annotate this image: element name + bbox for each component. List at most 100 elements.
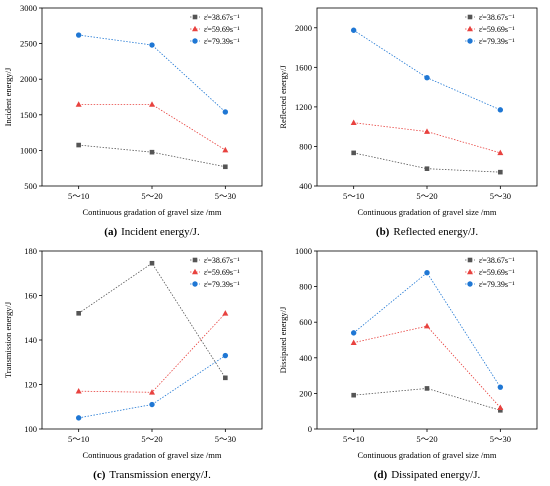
series-strain-rate-38 [351,150,503,175]
series-line-strain-rate-79 [78,34,226,113]
legend-marker-strain-rate-59 [192,25,198,32]
legend-marker-strain-rate-59 [467,25,473,32]
data-point-strain-rate-38 [223,375,228,381]
legend-marker-strain-rate-59 [467,268,473,275]
x-tick-label: 5～30 [215,434,236,444]
y-tick-label: 100 [24,424,37,434]
series-strain-rate-38 [76,260,228,381]
y-axis-title: Incident energy/J [3,67,13,126]
x-tick-label: 5～30 [490,434,511,444]
panel-caption: (b) Reflected energy/J. [376,226,478,238]
data-point-strain-rate-79 [497,384,504,390]
panel-incident-energy: 500 1000 1500 2000 2500 3000 5～10 5～20 5～30 Conti… [0,0,275,243]
y-tick-label: 1200 [295,102,312,112]
series-line-strain-rate-59 [353,325,501,408]
legend-marker-strain-rate-79 [467,281,473,287]
legend-label-strain-rate-59: ε̇=59.69s⁻¹ [204,268,240,277]
legend-marker-strain-rate-79 [467,38,473,44]
data-point-strain-rate-79 [222,352,229,359]
x-tick-label: 5～20 [141,191,162,201]
series-strain-rate-38 [76,142,228,170]
y-tick-label: 1000 [20,145,37,155]
series-line-strain-rate-59 [78,313,226,393]
data-point-strain-rate-59 [497,149,504,156]
data-point-strain-rate-59 [222,146,229,153]
series-line-strain-rate-79 [353,272,501,388]
y-tick-label: 120 [24,380,37,390]
y-axis-title: Reflected energy/J [278,65,288,129]
x-tick-label: 5～20 [141,434,162,444]
legend: ε̇=38.67s⁻¹ ε̇=59.69s⁻¹ ε̇=79.39s⁻¹ [190,256,240,289]
legend-label-strain-rate-79: ε̇=79.39s⁻¹ [204,280,240,289]
legend-label-strain-rate-59: ε̇=59.69s⁻¹ [479,268,515,277]
x-tick-label: 5～20 [416,434,437,444]
data-point-strain-rate-59 [75,387,82,394]
caption-id: (d) [374,469,388,481]
y-tick-label: 2500 [20,39,37,49]
legend-label-strain-rate-38: ε̇=38.67s⁻¹ [479,13,515,22]
series-line-strain-rate-38 [78,144,226,168]
data-point-strain-rate-59 [350,339,357,345]
legend-label-strain-rate-59: ε̇=59.69s⁻¹ [479,25,515,34]
legend-marker-strain-rate-38 [192,14,198,20]
data-point-strain-rate-38 [498,169,503,175]
y-tick-label: 800 [299,141,312,151]
series-line-strain-rate-79 [78,355,226,419]
data-point-strain-rate-38 [351,392,356,398]
plot-frame [41,7,263,187]
data-point-strain-rate-59 [350,119,357,126]
y-tick-label: 600 [299,317,312,327]
series-line-strain-rate-38 [353,388,501,411]
y-tick-label: 1600 [295,62,312,72]
legend-marker-strain-rate-79 [192,38,198,44]
legend-marker-strain-rate-38 [467,14,473,20]
data-point-strain-rate-79 [75,32,82,38]
plot-frame [316,250,538,430]
x-tick-label: 5～10 [68,434,89,444]
legend-label-strain-rate-79: ε̇=79.39s⁻¹ [479,37,515,46]
plot-frame [316,7,538,187]
caption-text: Dissipated energy/J. [391,469,480,481]
x-tick-label: 5～10 [343,434,364,444]
caption-id: (b) [376,226,390,238]
data-point-strain-rate-59 [424,322,430,329]
legend-label-strain-rate-79: ε̇=79.39s⁻¹ [204,37,240,46]
legend: ε̇=38.67s⁻¹ ε̇=59.69s⁻¹ ε̇=79.39s⁻¹ [190,13,240,46]
legend-marker-strain-rate-38 [467,257,473,263]
y-tick-label: 3000 [20,3,37,13]
x-axis-title: Continuous gradation of gravel size /mm [82,450,221,460]
legend-marker-strain-rate-38 [192,257,198,263]
x-axis-title: Continuous gradation of gravel size /mm [82,207,221,217]
chart-b: 400 800 1200 1600 2000 5～10 5～20 5～30 Continuous… [278,7,538,238]
panel-caption: (d) Dissipated energy/J. [374,469,481,481]
data-point-strain-rate-79 [424,75,430,81]
x-axis-title: Continuous gradation of gravel size /mm [357,207,496,217]
caption-text: Incident energy/J. [121,226,200,238]
data-point-strain-rate-38 [76,311,81,316]
legend-marker-strain-rate-79 [192,281,198,287]
legend: ε̇=38.67s⁻¹ ε̇=59.69s⁻¹ ε̇=79.39s⁻¹ [465,256,515,289]
panel-reflected-energy: 400 800 1200 1600 2000 5～10 5～20 5～30 Continuous… [275,0,550,243]
y-tick-label: 200 [299,388,312,398]
y-tick-label: 2000 [295,23,312,33]
data-point-strain-rate-38 [223,164,228,170]
chart-d: 0 200 400 600 800 1000 5～10 5～20 5～30 Continuous … [278,246,538,481]
caption-id: (a) [104,226,117,238]
data-point-strain-rate-38 [149,149,155,155]
series-strain-rate-59 [350,119,504,156]
legend-label-strain-rate-38: ε̇=38.67s⁻¹ [204,13,240,22]
y-tick-label: 2000 [20,74,37,84]
legend-marker-strain-rate-59 [192,268,198,275]
y-tick-label: 140 [24,335,37,345]
y-tick-label: 1000 [295,246,312,256]
data-point-strain-rate-38 [351,150,356,156]
caption-text: Transmission energy/J. [109,469,211,481]
panel-dissipated-energy: 0 200 400 600 800 1000 5～10 5～20 5～30 Continuous … [275,243,550,486]
x-tick-label: 5～20 [416,191,437,201]
data-point-strain-rate-79 [350,27,357,33]
series-strain-rate-79 [350,270,504,390]
caption-id: (c) [93,469,106,481]
y-axis-title: Transmission energy/J [3,301,13,378]
y-tick-label: 500 [24,181,37,191]
chart-c: 100 120 140 160 180 5～10 5～20 5～30 Continuous gr… [3,246,263,481]
